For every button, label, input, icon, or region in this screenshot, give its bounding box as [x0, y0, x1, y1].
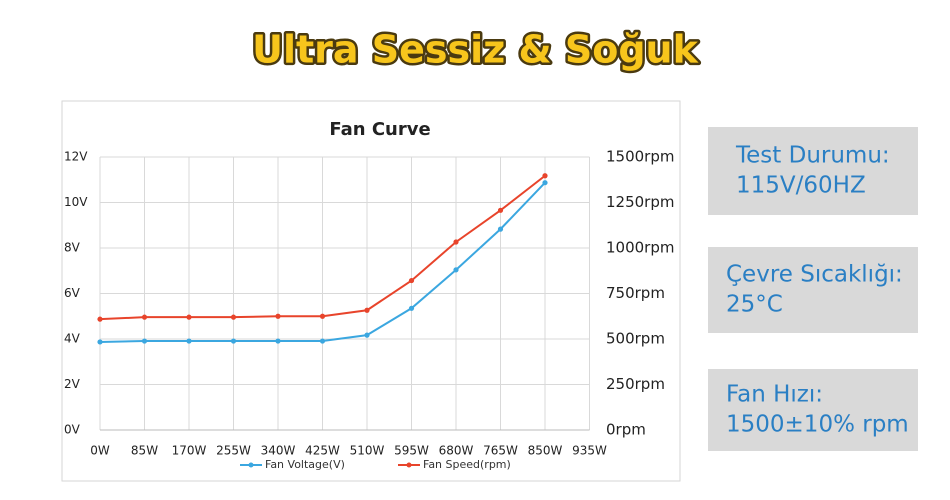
- info-text: 1500±10% rpm: [726, 412, 909, 438]
- data-point: [97, 339, 103, 345]
- data-point: [453, 239, 459, 245]
- data-point: [230, 338, 237, 344]
- y2-tick-label: 250rpm: [606, 375, 665, 393]
- y2-tick-label: 750rpm: [606, 284, 665, 302]
- x-tick-label: 850W: [528, 444, 563, 458]
- x-tick-label: 595W: [394, 444, 429, 458]
- y2-tick-label: 1000rpm: [606, 239, 674, 257]
- x-tick-label: 340W: [261, 444, 296, 458]
- data-point: [408, 277, 415, 284]
- data-point: [97, 316, 103, 322]
- chart-frame: [61, 100, 681, 482]
- x-tick-label: 510W: [350, 444, 385, 458]
- info-text: 25°C: [726, 292, 783, 318]
- x-tick-label: 425W: [305, 444, 340, 458]
- data-point: [319, 338, 326, 344]
- x-tick-label: 0W: [90, 444, 110, 458]
- chart-title: Fan Curve: [329, 119, 430, 140]
- y-tick-label: 12V: [64, 150, 88, 164]
- info-text: Fan Hızı:: [726, 382, 823, 408]
- y-tick-label: 8V: [64, 241, 81, 255]
- data-point: [275, 338, 281, 344]
- y-tick-label: 2V: [64, 377, 81, 391]
- info-text: Çevre Sıcaklığı:: [726, 262, 903, 288]
- x-tick-label: 680W: [439, 444, 474, 458]
- data-point: [186, 314, 192, 320]
- legend-label: Fan Voltage(V): [265, 458, 345, 471]
- data-point: [497, 207, 504, 213]
- info-text: 115V/60HZ: [736, 173, 866, 199]
- y2-tick-label: 500rpm: [606, 330, 665, 348]
- data-point: [141, 338, 148, 344]
- legend-marker: [406, 462, 412, 468]
- data-point: [364, 307, 370, 313]
- y-tick-label: 4V: [64, 332, 81, 346]
- data-point: [453, 267, 459, 273]
- legend-label: Fan Speed(rpm): [423, 458, 511, 471]
- y-tick-label: 0V: [64, 423, 81, 437]
- info-text: Test Durumu:: [735, 143, 890, 169]
- y2-tick-label: 1250rpm: [606, 193, 674, 211]
- data-point: [230, 314, 237, 320]
- data-point: [497, 226, 504, 232]
- x-tick-label: 765W: [483, 444, 518, 458]
- page-title: Ultra Sessiz & Soğuk: [252, 28, 699, 72]
- data-point: [186, 338, 192, 344]
- y-tick-label: 6V: [64, 286, 81, 300]
- y-tick-label: 10V: [64, 195, 88, 209]
- data-point: [319, 313, 326, 319]
- info-panel: [708, 127, 918, 215]
- info-panel: [708, 369, 918, 451]
- data-point: [275, 313, 281, 319]
- legend-marker: [248, 462, 254, 468]
- y2-tick-label: 1500rpm: [606, 148, 674, 166]
- data-point: [542, 173, 548, 179]
- x-tick-label: 255W: [216, 444, 251, 458]
- x-tick-label: 170W: [172, 444, 207, 458]
- y2-tick-label: 0rpm: [606, 421, 646, 439]
- x-tick-label: 935W: [572, 444, 607, 458]
- data-point: [364, 332, 370, 338]
- data-point: [408, 305, 415, 311]
- x-tick-label: 85W: [131, 444, 158, 458]
- data-point: [542, 180, 548, 186]
- info-panel: [708, 247, 918, 333]
- data-point: [141, 314, 148, 320]
